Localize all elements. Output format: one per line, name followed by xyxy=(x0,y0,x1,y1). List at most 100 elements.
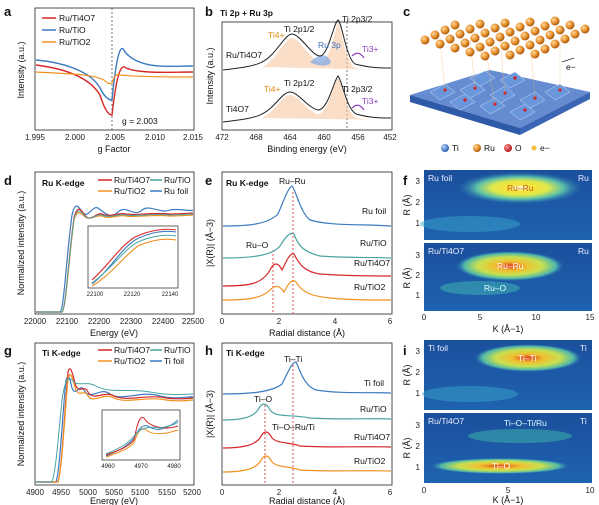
svg-text:Ti foil: Ti foil xyxy=(364,378,384,388)
svg-text:6: 6 xyxy=(388,317,393,326)
svg-text:Radial distance (Å): Radial distance (Å) xyxy=(269,328,345,338)
svg-text:2: 2 xyxy=(416,368,421,377)
svg-text:Ti 2p1/2: Ti 2p1/2 xyxy=(284,24,315,34)
svg-text:Ti–O–Ti/Ru: Ti–O–Ti/Ru xyxy=(504,418,547,428)
legend-ru-tio2: Ru/TiO2 xyxy=(59,37,91,47)
legend-electron: e− xyxy=(540,143,550,153)
plot-frame xyxy=(34,171,195,315)
trace-ru-tio2 xyxy=(35,71,194,85)
svg-text:Ti K-edge: Ti K-edge xyxy=(42,348,81,358)
svg-text:Ru foil: Ru foil xyxy=(428,173,452,183)
svg-text:452: 452 xyxy=(383,133,397,142)
svg-text:4960: 4960 xyxy=(101,464,115,470)
svg-text:456: 456 xyxy=(351,133,365,142)
svg-text:4950: 4950 xyxy=(52,488,70,497)
svg-text:K (Å−1): K (Å−1) xyxy=(493,495,524,505)
svg-text:2.010: 2.010 xyxy=(145,133,166,142)
panel-e: e Ru K-edge Ru–Ru Ru–O Ru foil Ru/TiO Ru… xyxy=(205,171,393,338)
svg-text:Radial distance (Å): Radial distance (Å) xyxy=(269,496,345,505)
panel-b: b Ti 2p + Ru 3p Ru/Ti4O7 Ti4O7 Ti4+ Ti 2… xyxy=(205,4,397,154)
svg-text:Ru–O: Ru–O xyxy=(246,240,269,250)
legend-ru-tio: Ru/TiO xyxy=(59,25,86,35)
svg-text:4900: 4900 xyxy=(26,488,44,497)
svg-text:5050: 5050 xyxy=(105,488,123,497)
svg-text:468: 468 xyxy=(249,133,263,142)
panel-label: e xyxy=(205,173,212,188)
svg-text:Ru K-edge: Ru K-edge xyxy=(226,178,269,188)
svg-text:Normalized intensity (a.u.): Normalized intensity (a.u.) xyxy=(16,362,26,467)
svg-text:0: 0 xyxy=(422,486,427,495)
svg-text:460: 460 xyxy=(317,133,331,142)
svg-text:22100: 22100 xyxy=(87,292,104,298)
svg-text:Ti foil: Ti foil xyxy=(428,343,448,353)
panel-c: c xyxy=(403,4,590,153)
legend-ti: Ti xyxy=(452,143,459,153)
svg-text:Ti3+: Ti3+ xyxy=(362,96,378,106)
svg-text:Ru/TiO2: Ru/TiO2 xyxy=(114,356,146,366)
svg-text:R (Å): R (Å) xyxy=(402,268,412,289)
svg-text:Energy (eV): Energy (eV) xyxy=(90,496,138,505)
svg-text:10: 10 xyxy=(586,486,595,495)
svg-text:4: 4 xyxy=(333,317,338,326)
svg-text:1: 1 xyxy=(416,389,421,398)
svg-text:Ti3+: Ti3+ xyxy=(362,44,378,54)
svg-text:22000: 22000 xyxy=(24,317,47,326)
svg-text:10: 10 xyxy=(532,313,541,322)
svg-text:R (Å): R (Å) xyxy=(402,195,412,216)
svg-text:22120: 22120 xyxy=(124,292,141,298)
svg-text:2: 2 xyxy=(277,317,282,326)
svg-text:0: 0 xyxy=(220,488,225,497)
svg-text:|X(R)| (Å−3): |X(R)| (Å−3) xyxy=(205,219,215,267)
x-axis-label: g Factor xyxy=(97,144,130,154)
panel-g: g Ti K-edge Ru/Ti4O7 Ru/TiO2 Ru/TiO Ti f… xyxy=(4,342,201,505)
legend-o: O xyxy=(515,143,522,153)
ru-atom-layer xyxy=(420,16,590,61)
svg-text:Ru: Ru xyxy=(578,246,589,256)
svg-text:Ti: Ti xyxy=(580,343,587,353)
svg-text:Normalized intensity (a.u.): Normalized intensity (a.u.) xyxy=(16,191,26,296)
svg-text:2: 2 xyxy=(416,271,421,280)
electron-label: e− xyxy=(566,62,576,72)
panel-label: c xyxy=(403,4,410,19)
svg-text:Ru/TiO2: Ru/TiO2 xyxy=(114,186,146,196)
svg-text:Ru/Ti4O7: Ru/Ti4O7 xyxy=(114,175,150,185)
plot-frame xyxy=(34,7,195,131)
svg-text:4980: 4980 xyxy=(167,464,181,470)
svg-text:2.000: 2.000 xyxy=(65,133,86,142)
panel-label: f xyxy=(403,173,408,188)
svg-text:Ru/TiO: Ru/TiO xyxy=(360,238,387,248)
svg-text:2: 2 xyxy=(277,488,282,497)
y-axis-label: Intensity (a.u.) xyxy=(16,41,26,98)
svg-text:15: 15 xyxy=(586,313,595,322)
svg-text:Ti4+: Ti4+ xyxy=(268,30,284,40)
sample-ru-ti4o7: Ru/Ti4O7 xyxy=(226,50,262,60)
svg-text:Ti–Ti: Ti–Ti xyxy=(284,354,302,364)
panel-i: i Ti foil Ti Ti–Ti Ru/Ti4O7 Ti Ti–O Ti–O… xyxy=(402,340,595,505)
svg-text:Ti–Ti: Ti–Ti xyxy=(518,353,536,363)
svg-text:2.005: 2.005 xyxy=(105,133,126,142)
svg-text:Ru/Ti4O7: Ru/Ti4O7 xyxy=(354,258,390,268)
svg-text:Ru/TiO: Ru/TiO xyxy=(164,175,191,185)
svg-text:2: 2 xyxy=(416,442,421,451)
svg-text:R (Å): R (Å) xyxy=(402,365,412,386)
svg-text:Ru–Ru: Ru–Ru xyxy=(497,261,524,271)
svg-text:5100: 5100 xyxy=(131,488,149,497)
svg-text:472: 472 xyxy=(215,133,229,142)
svg-text:Ru foil: Ru foil xyxy=(362,206,386,216)
svg-text:Ti foil: Ti foil xyxy=(164,356,184,366)
svg-text:22100: 22100 xyxy=(56,317,79,326)
svg-text:Ti–O: Ti–O xyxy=(492,461,510,471)
panel-h: h Ti K-edge Ti–Ti Ti–O Ti–O–Ru/Ti Ti foi… xyxy=(205,342,393,505)
svg-text:4970: 4970 xyxy=(134,464,148,470)
panel-label: i xyxy=(403,343,407,358)
legend-ru-ti4o7: Ru/Ti4O7 xyxy=(59,13,95,23)
svg-text:Ru–Ru: Ru–Ru xyxy=(507,183,534,193)
svg-text:Ru/Ti4O7: Ru/Ti4O7 xyxy=(354,432,390,442)
svg-text:3: 3 xyxy=(416,251,421,260)
panel-label: a xyxy=(4,4,12,19)
plot-frame xyxy=(221,171,393,315)
x-axis-label: Binding energy (eV) xyxy=(267,144,347,154)
panel-label: h xyxy=(205,343,213,358)
svg-text:Ru–Ru: Ru–Ru xyxy=(279,176,306,186)
